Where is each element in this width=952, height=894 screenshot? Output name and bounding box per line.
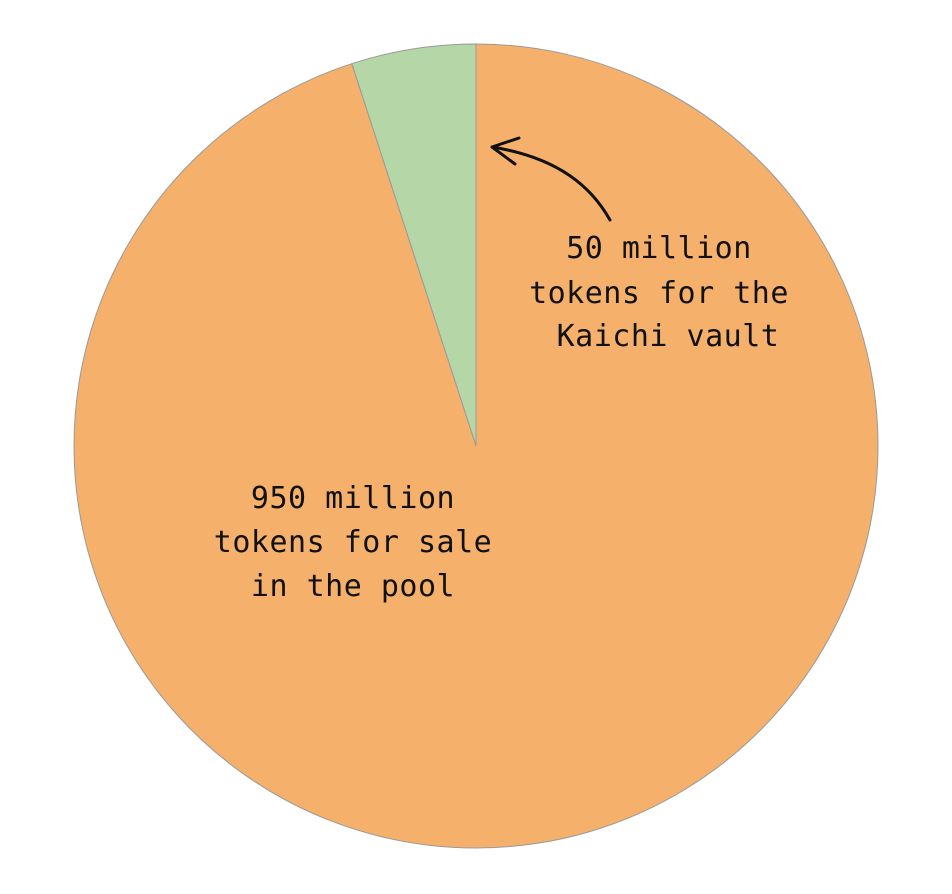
slice-label-vault: 50 million tokens for the Kaichi vault [529, 231, 789, 354]
pool-label-line-2: tokens for sale [214, 525, 492, 560]
pie-slices [73, 43, 879, 849]
pie-slice-pool [73, 43, 879, 849]
annotation-arrow-shaft [490, 145, 612, 222]
pool-label-line-3: in the pool [251, 569, 455, 604]
vault-label-line-1: 50 million [566, 231, 752, 266]
slice-label-pool: 950 million tokens for sale in the pool [214, 481, 492, 604]
vault-label-line-2: tokens for the [529, 276, 789, 311]
annotation-arrow-icon [490, 136, 612, 222]
annotation-arrow-head [490, 136, 521, 166]
vault-label-line-3: Kaichi vault [557, 319, 780, 354]
pool-label-line-1: 950 million [251, 481, 455, 516]
